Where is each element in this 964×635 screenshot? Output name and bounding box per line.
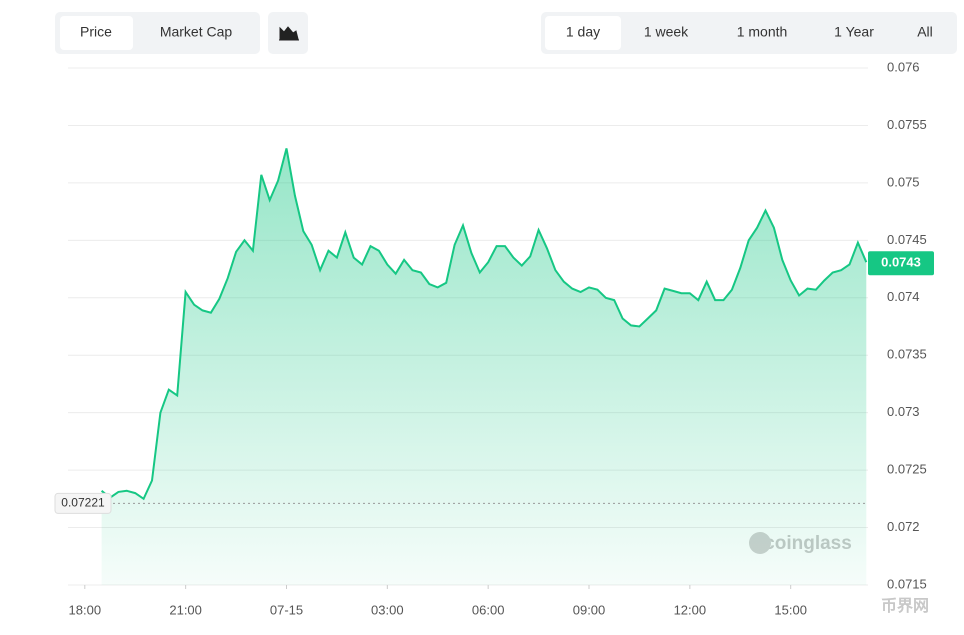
range-button[interactable]: 1 Year <box>834 24 874 40</box>
x-tick-label: 21:00 <box>169 602 202 617</box>
tab[interactable]: Price <box>80 24 112 40</box>
range-active[interactable] <box>545 16 621 50</box>
range-button[interactable]: 1 week <box>644 24 689 40</box>
y-tick-label: 0.0745 <box>887 232 927 247</box>
range-button[interactable]: All <box>917 24 933 40</box>
last-price-badge <box>868 251 934 276</box>
baseline-label: 0.07221 <box>61 496 105 510</box>
y-tick-label: 0.0735 <box>887 347 927 362</box>
y-tick-label: 0.075 <box>887 174 920 189</box>
x-tick-label: 18:00 <box>69 602 102 617</box>
last-price-label: 0.0743 <box>881 255 921 270</box>
corner-mark: 币界网 <box>881 597 929 615</box>
x-tick-label: 07-15 <box>270 602 303 617</box>
range-button[interactable]: 1 day <box>566 24 600 40</box>
x-tick-label: 06:00 <box>472 602 505 617</box>
y-tick-label: 0.076 <box>887 59 920 74</box>
tab[interactable]: Market Cap <box>160 24 233 40</box>
area <box>101 148 867 585</box>
y-tick-label: 0.0725 <box>887 462 927 477</box>
baseline-badge <box>54 492 112 514</box>
x-tick-label: 03:00 <box>371 602 404 617</box>
icon <box>279 26 299 41</box>
x-tick-label: 15:00 <box>774 602 807 617</box>
y-tick-label: 0.073 <box>887 404 920 419</box>
line <box>100 148 868 501</box>
y-tick-label: 0.0715 <box>887 576 927 591</box>
y-tick-label: 0.074 <box>887 289 920 304</box>
x-tick-label: 12:00 <box>674 602 707 617</box>
y-tick-label: 0.072 <box>887 519 920 534</box>
x-tick-label: 09:00 <box>573 602 606 617</box>
tab-active[interactable] <box>60 16 133 50</box>
range-group <box>541 12 957 54</box>
range-button[interactable]: 1 month <box>737 24 788 40</box>
y-tick-label: 0.0755 <box>887 117 927 132</box>
